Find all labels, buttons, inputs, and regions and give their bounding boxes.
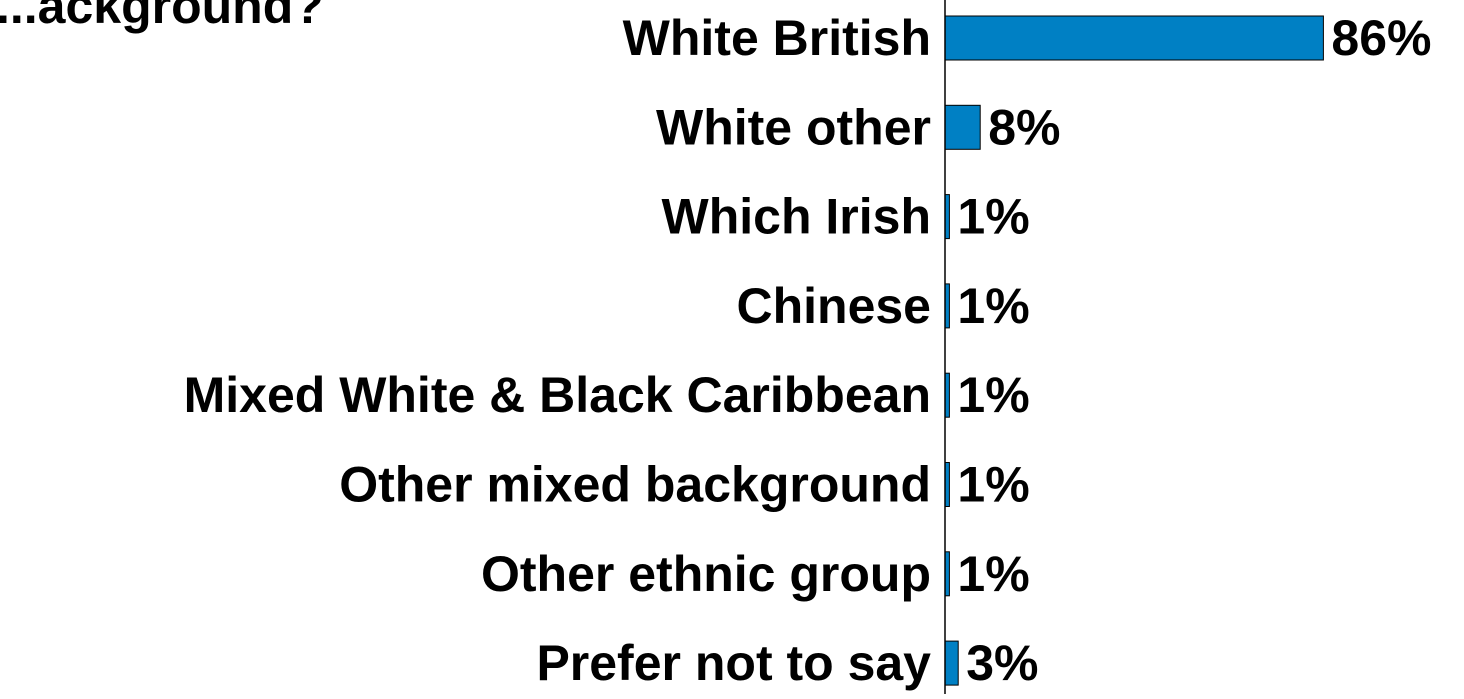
category-label: White other [656,99,931,155]
data-label: 3% [966,635,1038,691]
data-label: 86% [1331,10,1431,66]
category-label: Prefer not to say [536,635,931,691]
data-label: 1% [957,367,1029,423]
category-label: Which Irish [662,189,931,245]
data-label: 8% [988,99,1060,155]
data-label: 1% [957,546,1029,602]
data-label: 1% [957,278,1029,334]
category-label: Other ethnic group [481,546,931,602]
category-label: Other mixed background [339,457,931,513]
category-label: Mixed White & Black Caribbean [184,367,931,423]
data-label: 1% [957,457,1029,513]
bar [944,104,981,150]
bar [944,640,959,686]
category-label: White British [623,10,931,66]
chart-title: ...ackground? [0,0,324,34]
category-label: Chinese [736,278,931,334]
bar [944,15,1324,61]
data-label: 1% [957,189,1029,245]
